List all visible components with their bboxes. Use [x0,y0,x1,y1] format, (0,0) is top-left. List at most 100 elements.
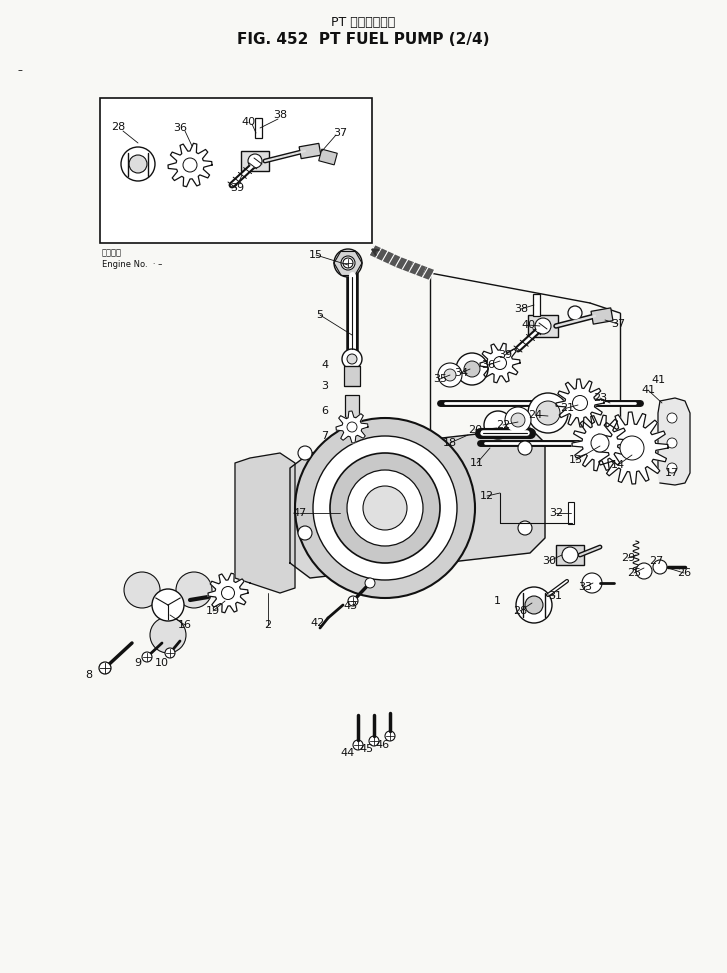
Text: 27: 27 [649,556,663,566]
Text: 2: 2 [265,620,272,630]
Circle shape [464,361,480,377]
Text: 41: 41 [641,385,655,395]
Circle shape [444,369,456,381]
Bar [254,118,262,138]
Text: 32: 32 [549,508,563,518]
Circle shape [582,573,602,593]
Circle shape [591,434,609,452]
Bar [532,294,539,316]
Text: PT フェルポンプ: PT フェルポンプ [331,17,395,29]
Bar [345,395,359,417]
Circle shape [129,155,147,173]
Text: 34: 34 [454,368,468,378]
Circle shape [363,486,407,530]
Circle shape [667,463,677,473]
Bar [344,366,360,386]
Text: 28: 28 [111,122,125,132]
Text: 21: 21 [560,403,574,413]
Text: 26: 26 [677,568,691,578]
Circle shape [511,413,525,427]
Text: 25: 25 [627,568,641,578]
Text: 18: 18 [443,438,457,448]
Circle shape [342,349,362,369]
Circle shape [347,422,357,432]
Text: 39: 39 [498,350,512,360]
Text: 22: 22 [496,420,510,430]
Text: 24: 24 [528,410,542,420]
Circle shape [176,572,212,608]
Text: 45: 45 [359,744,373,754]
Circle shape [222,587,235,599]
Text: 29: 29 [621,553,635,563]
Text: 11: 11 [470,458,484,468]
Circle shape [518,521,532,535]
Circle shape [369,736,379,746]
Circle shape [347,470,423,546]
Circle shape [313,436,457,580]
Circle shape [518,441,532,455]
Text: 5: 5 [316,310,324,320]
Circle shape [667,438,677,448]
Circle shape [347,354,357,364]
Text: –: – [18,65,23,75]
Circle shape [525,596,543,614]
Polygon shape [290,428,545,578]
Bar [241,151,269,171]
Circle shape [456,353,488,385]
Text: 35: 35 [433,374,447,384]
Circle shape [343,258,353,268]
Circle shape [183,158,197,172]
Polygon shape [235,453,295,593]
Circle shape [505,407,531,433]
Text: 38: 38 [273,110,287,120]
Text: 14: 14 [611,460,625,470]
Circle shape [341,256,355,270]
Text: 44: 44 [341,748,355,758]
Circle shape [385,731,395,741]
Bar [299,143,321,159]
Text: 適用機種: 適用機種 [102,248,122,257]
Text: 42: 42 [311,618,325,628]
Text: 12: 12 [480,491,494,501]
Bar [318,149,337,164]
Circle shape [165,648,175,658]
Circle shape [330,453,440,563]
Text: 9: 9 [134,658,142,668]
Circle shape [516,587,552,623]
Text: 20: 20 [468,425,482,435]
Text: 15: 15 [309,250,323,260]
Text: 23: 23 [593,393,607,403]
Text: 3: 3 [321,381,329,391]
Text: 47: 47 [293,508,307,518]
Text: 13: 13 [569,455,583,465]
Circle shape [528,393,568,433]
Text: 16: 16 [178,620,192,630]
Text: 31: 31 [548,591,562,601]
Text: 17: 17 [665,468,679,478]
Polygon shape [658,398,690,485]
Bar [568,502,574,524]
Circle shape [653,560,667,574]
Text: 39: 39 [230,183,244,193]
Circle shape [298,446,312,460]
Text: 8: 8 [86,670,92,680]
Text: 7: 7 [321,431,329,441]
Circle shape [121,147,155,181]
Polygon shape [596,412,668,484]
Text: FIG. 452  PT FUEL PUMP (2/4): FIG. 452 PT FUEL PUMP (2/4) [237,32,489,48]
Circle shape [484,411,512,439]
Circle shape [494,356,507,370]
Bar [100,98,372,243]
Circle shape [620,436,644,460]
Text: 36: 36 [481,360,495,370]
Polygon shape [168,143,212,187]
Circle shape [334,249,362,277]
Circle shape [124,572,160,608]
Circle shape [535,318,551,334]
Text: 30: 30 [542,556,556,566]
Circle shape [636,563,652,579]
Circle shape [150,617,186,653]
Text: 36: 36 [173,123,187,133]
Text: 28: 28 [513,606,527,616]
Polygon shape [480,343,520,382]
